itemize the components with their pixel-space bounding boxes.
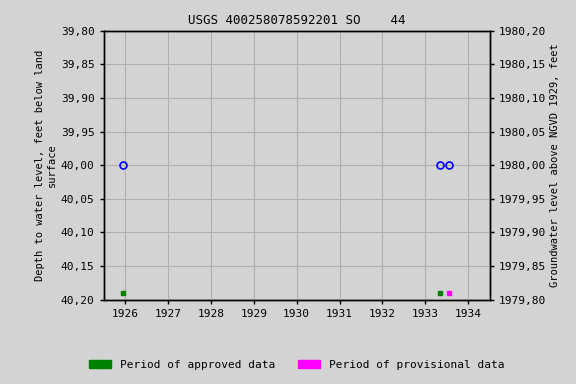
Legend: Period of approved data, Period of provisional data: Period of approved data, Period of provi… bbox=[85, 356, 509, 375]
Title: USGS 400258078592201 SO    44: USGS 400258078592201 SO 44 bbox=[188, 14, 406, 27]
Y-axis label: Groundwater level above NGVD 1929, feet: Groundwater level above NGVD 1929, feet bbox=[550, 43, 560, 287]
Y-axis label: Depth to water level, feet below land
surface: Depth to water level, feet below land su… bbox=[35, 50, 56, 281]
